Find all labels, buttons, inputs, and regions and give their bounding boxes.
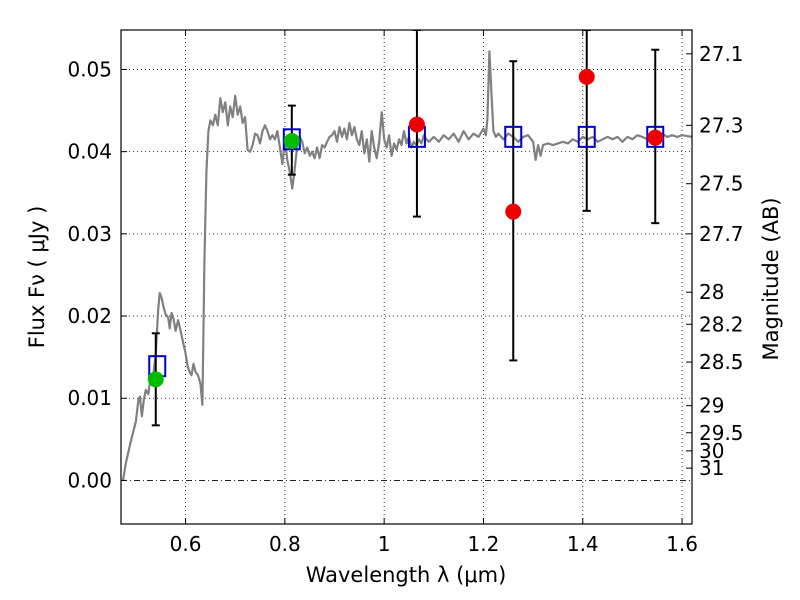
y-tick-label: 0.03 xyxy=(67,222,112,246)
right-tick-label: 27.5 xyxy=(699,172,744,196)
observed-flux-point xyxy=(505,203,522,220)
observed-flux-point xyxy=(578,68,595,85)
model-photometry-square xyxy=(646,125,665,148)
right-tick-label: 27.3 xyxy=(699,113,744,137)
y-tick-label: 0.00 xyxy=(67,468,112,492)
right-axis-label: Magnitude (AB) xyxy=(759,197,783,360)
observed-flux-point xyxy=(283,132,300,149)
x-tick-label: 1.2 xyxy=(468,532,500,556)
model-photometry-square xyxy=(504,125,523,148)
model-spectrum-line xyxy=(121,50,692,481)
x-tick-label: 0.6 xyxy=(170,532,202,556)
right-tick-label: 28.5 xyxy=(699,350,744,374)
right-tick-label: 29 xyxy=(699,394,724,418)
right-tick-label: 29.5 xyxy=(699,421,744,445)
y-tick-label: 0.04 xyxy=(67,140,112,164)
right-tick-label: 28 xyxy=(699,280,724,304)
grid-lines xyxy=(121,30,692,524)
x-tick-label: 1 xyxy=(378,532,391,556)
y-tick-label: 0.01 xyxy=(67,386,112,410)
right-tick-label: 31 xyxy=(699,456,724,480)
right-tick-label: 30 xyxy=(699,439,724,463)
x-tick-label: 1.4 xyxy=(567,532,599,556)
observed-flux-point xyxy=(647,129,664,146)
x-tick-label: 0.8 xyxy=(269,532,301,556)
model-photometry-square xyxy=(282,128,301,151)
model-photometry-square xyxy=(577,125,596,148)
x-axis-label: Wavelength λ (μm) xyxy=(306,563,507,587)
right-tick-label: 27.1 xyxy=(699,42,744,66)
x-tick-label: 1.6 xyxy=(666,532,698,556)
right-tick-label: 27.7 xyxy=(699,222,744,246)
observed-flux-point xyxy=(147,371,164,388)
right-tick-label: 28.2 xyxy=(699,312,744,336)
model-photometry-squares xyxy=(147,68,665,388)
observed-flux-point xyxy=(408,116,425,133)
y-tick-label: 0.05 xyxy=(67,57,112,81)
axis-ticks: 0.6 0.8 1 1.2 1.4 1.6 0.00 0.01 0.02 0.03 0.04 0.05… xyxy=(67,30,744,556)
plot-frame xyxy=(120,29,693,525)
y-tick-label: 0.02 xyxy=(67,304,112,328)
y-axis-label: Flux Fν ( μJy ) xyxy=(25,206,49,349)
